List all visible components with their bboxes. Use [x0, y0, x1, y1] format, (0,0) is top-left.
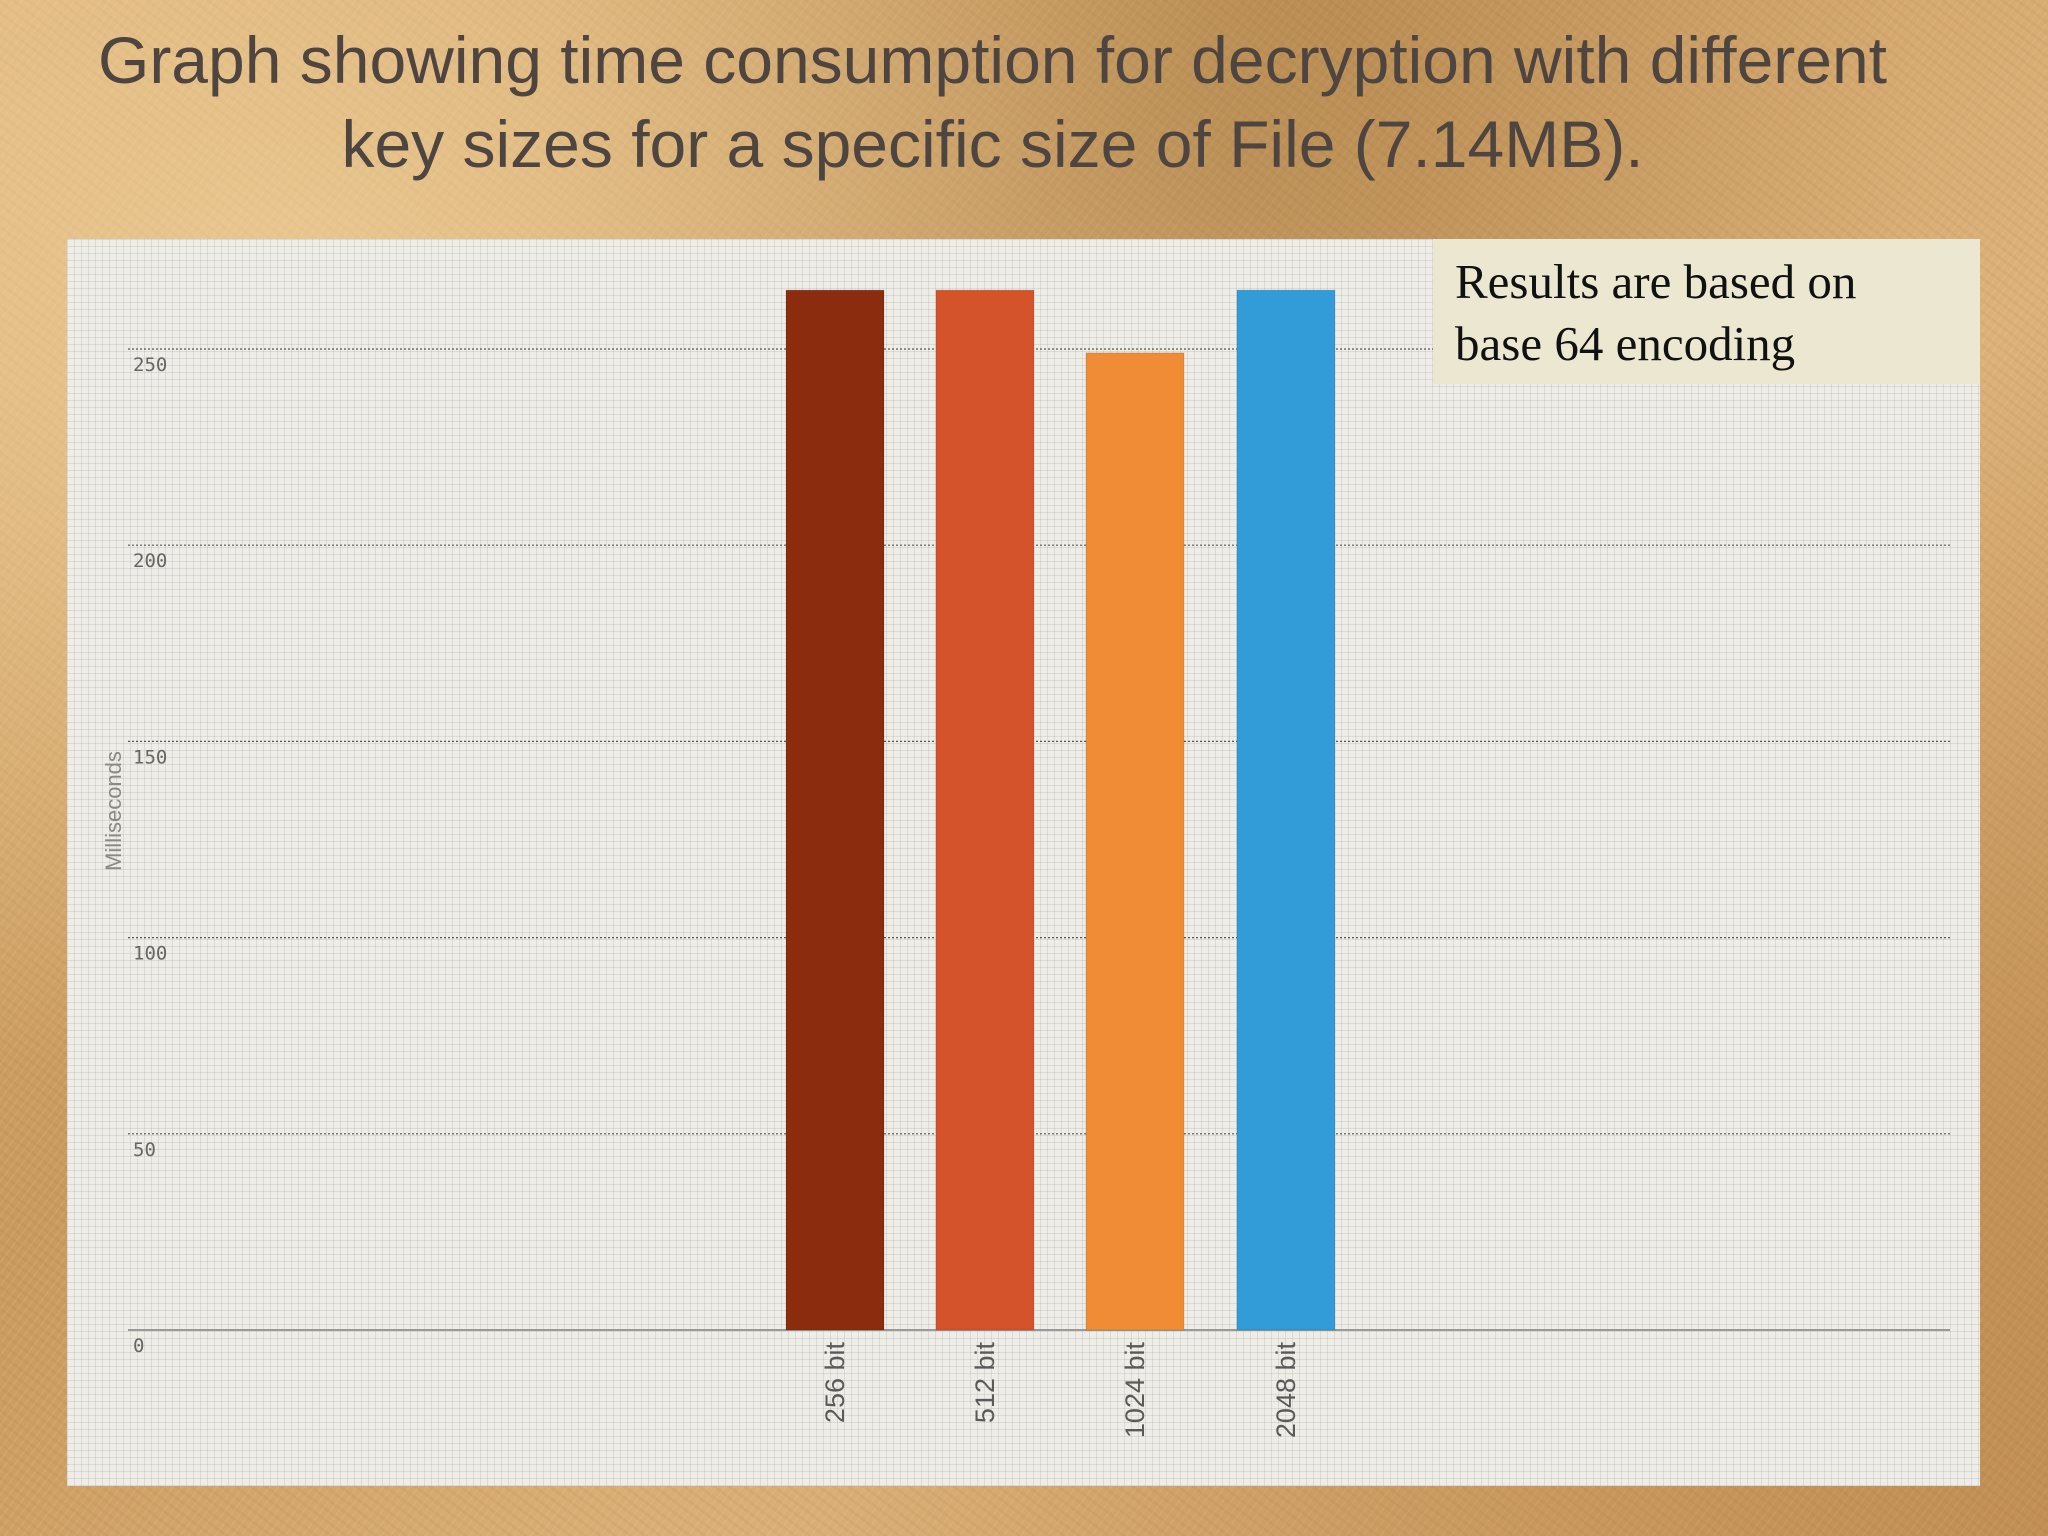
x-tick-labels: 256 bit 512 bit 1024 bit 2048 bit — [820, 1342, 1301, 1439]
y-tick-label: 150 — [133, 746, 167, 768]
x-tick-label: 2048 bit — [1271, 1342, 1301, 1439]
y-axis-title: Milliseconds — [101, 751, 126, 871]
bar-1024-bit — [1085, 352, 1185, 1331]
x-tick-label: 1024 bit — [1120, 1342, 1150, 1439]
note-box: Results are based on base 64 encoding — [1433, 239, 1980, 384]
bar-512-bit — [935, 289, 1035, 1331]
x-tick-label: 512 bit — [970, 1342, 1000, 1424]
bar-256-bit — [785, 289, 885, 1331]
gridlines — [128, 348, 1950, 1135]
y-tick-label: 200 — [133, 550, 167, 572]
bars — [785, 289, 1336, 1331]
note-line-1: Results are based on — [1455, 254, 1857, 309]
y-tick-label: 250 — [133, 354, 167, 376]
y-tick-label: 50 — [133, 1139, 156, 1161]
x-tick-label: 256 bit — [820, 1342, 850, 1424]
y-tick-label: 100 — [133, 943, 167, 965]
note-line-2: base 64 encoding — [1455, 316, 1796, 371]
slide-title: Graph showing time consumption for decry… — [40, 18, 1945, 186]
title-line-1: Graph showing time consumption for decry… — [97, 23, 1888, 97]
title-line-2: key sizes for a specific size of File (7… — [341, 107, 1644, 181]
y-tick-label: 0 — [133, 1335, 144, 1357]
bar-2048-bit — [1236, 289, 1336, 1331]
y-tick-labels: 0 50 100 150 200 250 — [133, 354, 167, 1357]
